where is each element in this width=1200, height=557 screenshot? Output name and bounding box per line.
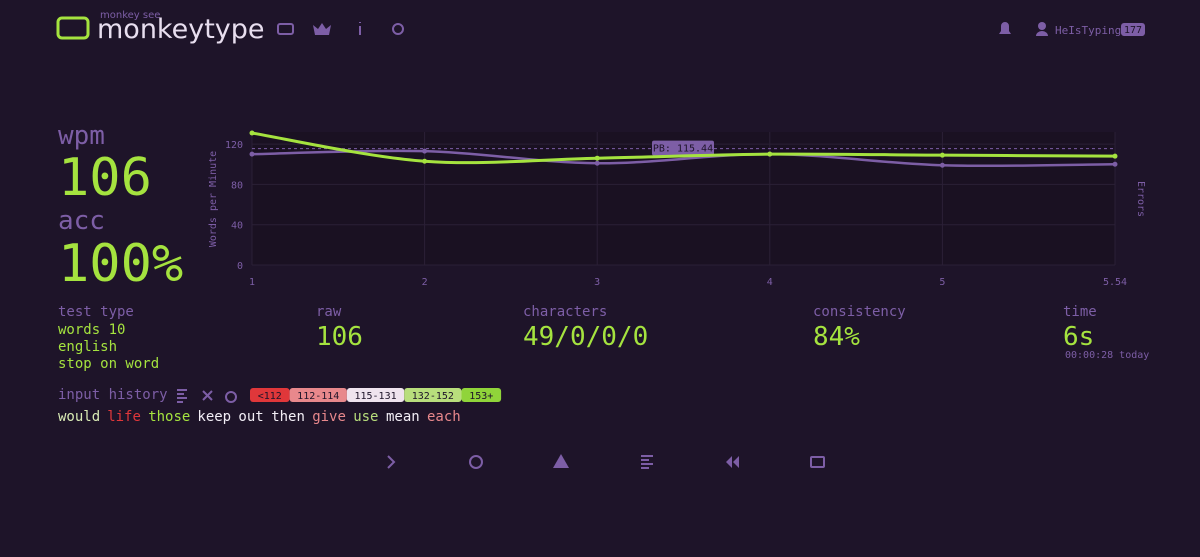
chart: 0 40 80 120 1 2 3 4 5 5.54 Words per Minute Errors P… [208,130,1146,288]
test-type: stop on word [58,356,159,372]
crown-icon[interactable] [313,23,331,35]
series-point [422,148,428,154]
characters-value: 49/0/0/0 [523,322,648,352]
series-point [767,151,773,157]
y-tick-label: 0 [237,261,243,272]
logo[interactable]: monkeytype [97,14,265,45]
input-history-label: input history [58,387,168,403]
series-point [249,130,255,136]
copy-icon[interactable] [177,389,187,403]
time-value: 6s [1063,322,1094,352]
level-badge [1121,23,1145,36]
series-point [594,155,600,161]
restart-button[interactable] [469,455,483,469]
next-button[interactable] [387,455,396,469]
legend-box [346,388,405,402]
legend-box [461,388,502,402]
history-word: keep [197,409,231,425]
legend-label: <112 [258,391,282,402]
x-tick-label: 5 [939,277,945,288]
settings-icon[interactable] [392,23,404,35]
history-word: out [238,409,263,425]
report-button[interactable] [553,454,569,468]
legend-label: 153+ [469,391,493,402]
series-point [1112,153,1118,159]
test-type: english [58,339,117,355]
legend-label: 112-114 [297,391,339,402]
wpm-value: 106 [58,148,152,208]
history-word: would [58,409,100,425]
x-tick-label: 1 [249,277,255,288]
x-tick-label: 5.54 [1103,277,1127,288]
acc-label: acc [58,206,105,236]
series-line [251,149,1116,168]
series-point [939,152,945,158]
screenshot-button[interactable] [810,456,825,468]
series-line [251,131,1116,165]
time-note: 00:00:28 today [1065,350,1149,361]
consistency-label: consistency [813,304,906,320]
logo-top: monkey see [100,10,160,21]
y-tick-label: 120 [225,140,243,151]
y-tick-label: 40 [231,221,243,232]
series-point [1112,161,1118,167]
history-icons [177,389,237,403]
nav-icons [277,22,1048,36]
series-point [422,158,428,164]
series-point [594,160,600,166]
test-type-label: test type [58,304,134,320]
user-icon[interactable] [1038,22,1046,30]
acc-value: 100% [58,234,183,294]
wpm-label: wpm [58,121,105,151]
y-tick-label: 80 [231,180,243,191]
characters-label: characters [523,304,607,320]
errors-icon[interactable] [202,390,213,401]
pb-label: PB: 115.44 [653,144,713,155]
bell-icon[interactable] [999,22,1011,34]
pb-box [652,140,714,156]
history-word: each [427,409,461,425]
series-point [939,162,945,168]
user-icon-body [1036,31,1048,36]
series-point [249,151,255,157]
history-word: use [353,409,378,425]
logo-icon[interactable] [56,16,90,40]
history-word: mean [386,409,420,425]
consistency-value: 84% [813,322,860,352]
history-word: give [312,409,346,425]
raw-value: 106 [316,322,363,352]
history-word: then [271,409,305,425]
bottom-buttons [387,454,825,469]
keyboard-icon[interactable] [277,23,294,35]
x-tick-label: 2 [422,277,428,288]
legend-box [289,388,347,402]
username[interactable]: HeIsTyping [1055,24,1121,37]
words: would life those keep out then give use mean each [58,409,461,425]
time-label: time [1063,304,1097,320]
replay-button[interactable] [726,456,739,468]
burst-legend: <112 112-114 115-131 132-152 153+ [250,388,502,402]
y2-axis-label: Errors [1135,181,1146,217]
level: 177 [1124,25,1142,36]
legend-label: 115-131 [354,391,396,402]
legend-label: 132-152 [412,391,454,402]
words-button[interactable] [641,455,653,469]
test-type: words 10 [58,322,125,338]
x-tick-label: 3 [594,277,600,288]
history-word: those [148,409,190,425]
y-axis-label: Words per Minute [208,151,219,247]
legend-box [404,388,462,402]
burst-icon[interactable] [225,391,237,403]
legend-box [250,388,290,402]
raw-label: raw [316,304,342,320]
history-word: life [107,409,141,425]
x-tick-label: 4 [767,277,773,288]
